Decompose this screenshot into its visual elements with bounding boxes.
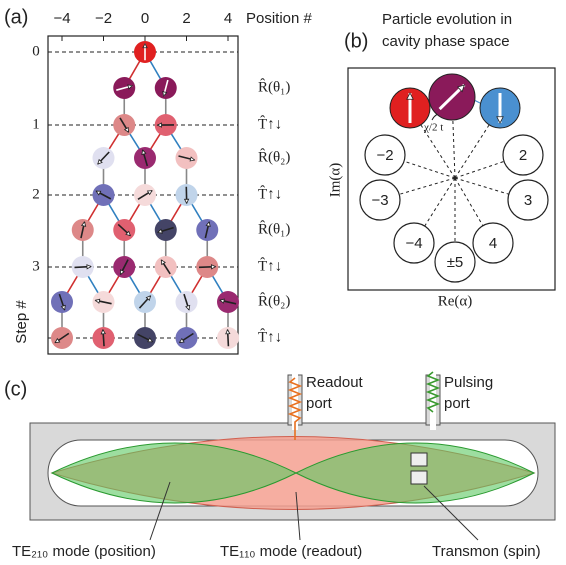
panel-label: (c): [4, 378, 27, 400]
port-label: Readout: [306, 374, 364, 391]
state-label: ±5: [447, 254, 464, 271]
operator-label: T̂↑↓: [258, 328, 282, 345]
x-tick-label: −2: [95, 10, 112, 27]
x-tick-label: 2: [182, 10, 190, 27]
axis-title: Re(α): [438, 293, 473, 309]
panel-title: cavity phase space: [382, 33, 510, 50]
operator-label: R̂(θ₁): [258, 220, 290, 237]
transmon-pad: [411, 453, 427, 466]
state-label: 3: [524, 192, 532, 209]
y-tick-label: 2: [32, 186, 40, 202]
state-label: 2: [519, 147, 527, 164]
operator-label: R̂(θ₂): [258, 292, 290, 309]
axis-title: Position #: [246, 10, 313, 27]
y-tick-label: 3: [32, 258, 40, 274]
y-tick-label: 1: [32, 116, 40, 132]
operator-label: R̂(θ₂): [258, 148, 290, 165]
x-tick-label: 0: [141, 10, 149, 27]
state-label: 4: [489, 235, 497, 252]
operator-label: R̂(θ₁): [258, 78, 290, 95]
state-label: −4: [405, 235, 422, 252]
port-label: port: [306, 395, 333, 412]
angle-label: χ/2 t: [423, 122, 443, 134]
mode-label: TE₂₁₀ mode (position): [12, 543, 156, 560]
operator-label: T̂↑↓: [258, 257, 282, 274]
figure: (a) Position # Step # −4 −2 0 2 4 0 1 2 3 R̂(θ₁) T…: [0, 0, 566, 565]
x-tick-label: 4: [224, 10, 232, 27]
operator-label: T̂↑↓: [258, 185, 282, 202]
panel-title: Particle evolution in: [382, 11, 512, 28]
state-label: −2: [376, 147, 393, 164]
mode-label: Transmon (spin): [432, 543, 541, 560]
operator-label: T̂↑↓: [258, 115, 282, 132]
transmon-pad: [411, 471, 427, 484]
port-label: Pulsing: [444, 374, 493, 391]
panel-label: (b): [344, 30, 368, 52]
port-label: port: [444, 395, 471, 412]
panel-label: (a): [4, 6, 28, 28]
y-tick-label: 0: [32, 43, 40, 59]
axis-title: Im(α): [327, 163, 343, 198]
x-tick-label: −4: [53, 10, 70, 27]
axis-title: Step #: [13, 300, 30, 344]
state-label: −3: [371, 192, 388, 209]
mode-label: TE₁₁₀ mode (readout): [220, 543, 362, 560]
